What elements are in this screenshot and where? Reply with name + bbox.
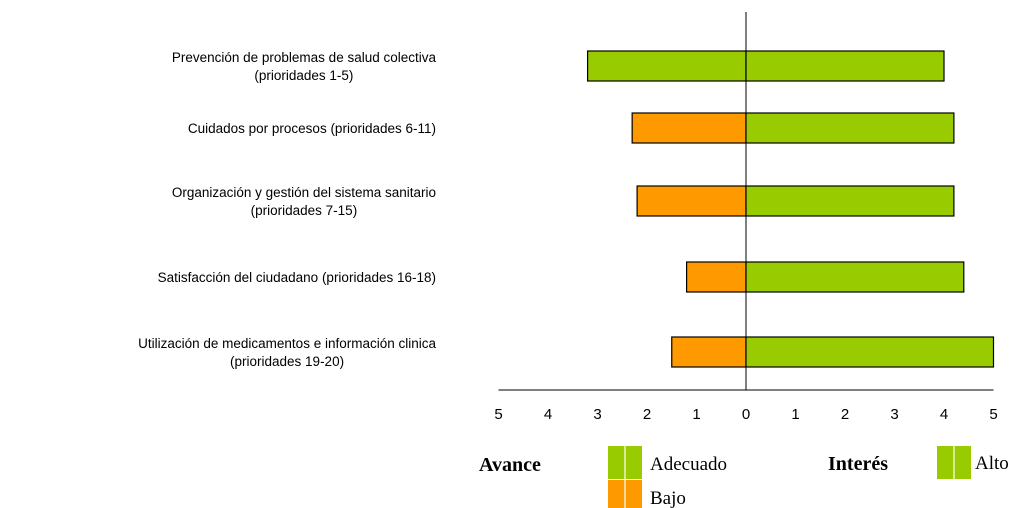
legend-interes-title: Interés (828, 453, 888, 475)
legend-interes-label-1: Alto (975, 453, 1009, 474)
category-label-4: Satisfacción del ciudadano (prioridades … (158, 270, 436, 285)
bar-interes-1 (745, 50, 945, 82)
bars-group (586, 50, 995, 368)
x-tick-label: 3 (593, 406, 601, 423)
x-tick-label: 4 (940, 406, 948, 423)
x-tick-label: 0 (742, 406, 750, 423)
x-tick-label: 5 (989, 406, 997, 423)
category-labels: Prevención de problemas de salud colecti… (138, 50, 436, 369)
legend-interes-items: Alto (937, 446, 1009, 479)
bar-avance-2 (631, 112, 747, 144)
legend-avance-label-2: Bajo (650, 488, 686, 508)
bar-avance-1 (586, 50, 747, 82)
legend: Avance Adecuado Bajo Interés Alto (479, 446, 1009, 508)
legend-avance-items: Adecuado Bajo (608, 446, 727, 508)
bar-interes-3 (745, 185, 955, 217)
x-tick-label: 5 (494, 406, 502, 423)
bar-avance-4 (685, 261, 747, 293)
category-label-1: (prioridades 1-5) (254, 68, 353, 83)
category-label-2: Cuidados por procesos (prioridades 6-11) (188, 121, 436, 136)
category-label-1: Prevención de problemas de salud colecti… (172, 50, 437, 65)
x-tick-label: 2 (643, 406, 651, 423)
x-tick-label: 1 (692, 406, 700, 423)
bar-interes-5 (745, 336, 995, 368)
bar-interes-2 (745, 112, 955, 144)
bar-interes-4 (745, 261, 965, 293)
x-tick-labels: 5 4 3 2 1 0 1 2 3 4 5 (494, 406, 997, 423)
bar-avance-5 (671, 336, 747, 368)
category-label-5: Utilización de medicamentos e informació… (138, 336, 436, 351)
x-tick-label: 2 (841, 406, 849, 423)
category-label-3: Organización y gestión del sistema sanit… (172, 185, 436, 200)
legend-avance-title: Avance (479, 454, 541, 476)
category-label-5: (prioridades 19-20) (230, 354, 344, 369)
bar-avance-3 (636, 185, 747, 217)
x-tick-label: 3 (890, 406, 898, 423)
legend-avance-label-1: Adecuado (650, 454, 727, 475)
x-tick-label: 1 (791, 406, 799, 423)
category-label-3: (prioridades 7-15) (251, 203, 358, 218)
x-tick-label: 4 (544, 406, 552, 423)
